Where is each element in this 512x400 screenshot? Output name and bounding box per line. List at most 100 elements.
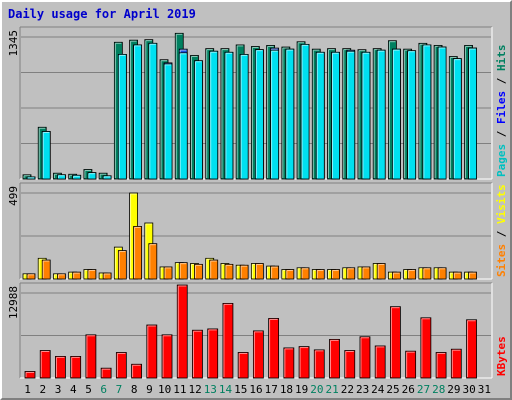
bar-kbytes-day-15 [237,352,249,379]
bar-sites-day-25 [392,271,401,280]
bar-sites-day-11 [178,262,188,280]
bar-kbytes-day-23 [359,336,371,379]
bar-kbytes-day-3 [55,356,66,379]
bar-kbytes-day-20 [313,349,325,379]
x-tick-day-23: 23 [356,383,369,396]
bar-sites-day-24 [376,263,386,280]
x-tick-day-17: 17 [265,383,278,396]
bar-sites-day-15 [239,264,249,280]
bar-pages-day-1 [26,176,36,180]
bar-pages-day-2 [41,131,51,180]
bar-sites-day-20 [315,269,325,280]
bar-sites-day-19 [300,267,310,280]
bar-pages-day-21 [331,51,340,180]
bar-kbytes-day-24 [374,345,386,379]
bar-kbytes-day-11 [176,284,188,379]
bar-pages-day-4 [72,174,82,180]
x-tick-day-22: 22 [341,383,354,396]
x-tick-day-16: 16 [249,383,262,396]
bar-kbytes-day-28 [435,352,447,379]
bar-kbytes-day-5 [85,334,97,379]
bar-kbytes-day-29 [450,348,462,379]
bar-pages-day-7 [117,54,127,180]
bar-pages-day-14 [224,51,234,180]
x-tick-day-7: 7 [116,383,123,396]
ytick-max-sites-visits: 499 [7,186,20,206]
bar-sites-day-22 [346,267,356,280]
bar-pages-day-10 [163,63,173,180]
bar-sites-day-7 [117,250,127,280]
x-tick-day-6: 6 [100,383,107,396]
bar-pages-day-28 [437,46,447,180]
bar-sites-day-16 [254,263,264,280]
x-tick-day-10: 10 [158,383,171,396]
bar-kbytes-day-6 [100,367,112,379]
series-legend-kbytes: KBytes [495,336,508,376]
bar-kbytes-day-27 [420,317,432,379]
bar-kbytes-day-4 [70,356,82,379]
x-tick-day-14: 14 [219,383,233,396]
bar-sites-day-2 [41,259,51,280]
bar-kbytes-day-7 [115,352,127,379]
bar-pages-day-8 [133,44,142,180]
ytick-max-pages-files-hits: 1345 [7,30,20,57]
bar-pages-day-18 [285,48,295,180]
bar-kbytes-day-14 [222,302,234,379]
bar-pages-day-25 [392,48,401,180]
bar-kbytes-day-21 [329,338,340,379]
bar-pages-day-19 [300,43,310,180]
bar-pages-day-30 [468,47,477,180]
x-tick-day-21: 21 [326,383,339,396]
x-tick-day-4: 4 [70,383,77,396]
bar-kbytes-day-19 [298,346,310,379]
x-tick-day-31: 31 [478,383,491,396]
ytick-max-kbytes: 12988 [7,286,20,319]
x-tick-day-30: 30 [463,383,476,396]
bar-sites-day-26 [407,269,417,280]
bar-sites-day-6 [102,272,112,280]
bar-pages-day-26 [407,50,417,180]
bar-pages-day-9 [148,42,158,180]
x-tick-day-11: 11 [173,383,186,396]
bar-kbytes-day-1 [24,371,36,379]
bar-kbytes-day-9 [146,324,158,379]
bar-pages-day-20 [315,51,325,180]
bar-pages-day-17 [270,49,280,180]
x-tick-day-19: 19 [295,383,308,396]
bar-pages-day-13 [209,50,219,180]
bar-sites-day-18 [285,269,295,280]
bar-pages-day-29 [452,58,462,180]
x-tick-day-18: 18 [280,383,293,396]
bar-sites-day-29 [452,271,462,280]
x-tick-day-26: 26 [402,383,415,396]
series-legend-sites-visits: Sites / Visits [495,184,508,277]
bar-pages-day-27 [422,44,432,180]
bar-sites-day-12 [194,263,203,280]
x-tick-day-5: 5 [85,383,92,396]
bar-kbytes-day-10 [161,334,173,379]
x-tick-day-9: 9 [146,383,153,396]
bar-sites-day-14 [224,263,234,280]
bar-kbytes-day-25 [390,306,401,379]
x-tick-day-24: 24 [371,383,385,396]
bar-kbytes-day-18 [283,347,295,379]
bar-pages-day-11 [178,52,188,180]
chart-title: Daily usage for April 2019 [8,7,196,21]
x-tick-day-1: 1 [24,383,31,396]
bar-pages-day-6 [102,175,112,180]
bar-sites-day-5 [87,269,97,280]
bar-sites-day-17 [270,265,280,280]
bar-kbytes-day-16 [252,330,264,379]
bar-sites-day-10 [163,266,173,280]
x-tick-day-13: 13 [204,383,217,396]
bar-sites-day-23 [361,266,371,280]
x-tick-day-15: 15 [234,383,247,396]
bar-pages-day-16 [254,49,264,180]
x-tick-day-29: 29 [447,383,460,396]
bar-pages-day-5 [87,172,97,180]
x-tick-day-3: 3 [55,383,62,396]
bar-kbytes-day-17 [268,318,280,379]
bar-pages-day-22 [346,50,356,180]
